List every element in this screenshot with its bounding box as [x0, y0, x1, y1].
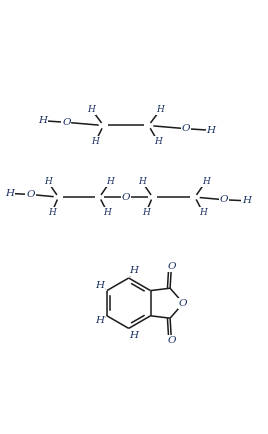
- Text: O: O: [26, 190, 35, 199]
- Text: H: H: [92, 137, 99, 146]
- Text: H: H: [103, 208, 111, 217]
- Text: H: H: [48, 208, 56, 217]
- Text: H: H: [95, 281, 104, 290]
- Text: O: O: [179, 299, 188, 308]
- Text: O: O: [167, 262, 176, 271]
- Text: O: O: [122, 193, 130, 202]
- Text: H: H: [38, 116, 47, 125]
- Text: H: H: [206, 126, 215, 135]
- Text: H: H: [129, 331, 138, 340]
- Text: H: H: [242, 196, 251, 205]
- Text: H: H: [129, 266, 138, 275]
- Text: H: H: [138, 177, 146, 186]
- Text: O: O: [167, 335, 176, 345]
- Text: H: H: [95, 316, 104, 325]
- Text: H: H: [142, 208, 150, 217]
- Text: H: H: [5, 189, 14, 198]
- Text: H: H: [106, 177, 114, 186]
- Text: O: O: [62, 118, 71, 127]
- Text: H: H: [88, 105, 95, 114]
- Text: O: O: [220, 195, 228, 204]
- Text: H: H: [199, 208, 207, 217]
- Text: H: H: [202, 177, 210, 186]
- Text: H: H: [157, 105, 165, 114]
- Text: O: O: [181, 124, 190, 133]
- Text: H: H: [44, 177, 52, 186]
- Text: H: H: [154, 137, 162, 146]
